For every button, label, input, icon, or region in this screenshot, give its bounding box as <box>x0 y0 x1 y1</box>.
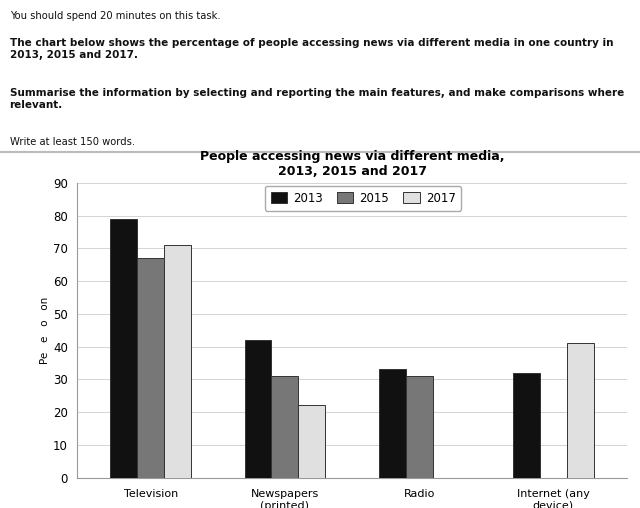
Bar <box>137 258 164 478</box>
Y-axis label: Pe   e   o   on: Pe e o on <box>40 297 50 364</box>
Text: Summarise the information by selecting and reporting the main features, and make: Summarise the information by selecting a… <box>10 88 624 110</box>
Text: You should spend 20 minutes on this task.: You should spend 20 minutes on this task… <box>10 11 220 21</box>
Bar <box>567 343 594 478</box>
Title: People accessing news via different media,
2013, 2015 and 2017: People accessing news via different medi… <box>200 149 504 178</box>
Text: The chart below shows the percentage of people accessing news via different medi: The chart below shows the percentage of … <box>10 38 613 60</box>
Bar <box>406 376 433 478</box>
Bar <box>244 340 271 478</box>
Text: Write at least 150 words.: Write at least 150 words. <box>10 137 135 147</box>
Bar <box>110 219 137 478</box>
Bar <box>298 405 325 478</box>
Bar <box>164 245 191 478</box>
Bar <box>379 369 406 478</box>
Legend: 2013, 2015, 2017: 2013, 2015, 2017 <box>264 186 461 211</box>
Bar <box>271 376 298 478</box>
Bar <box>513 373 540 478</box>
